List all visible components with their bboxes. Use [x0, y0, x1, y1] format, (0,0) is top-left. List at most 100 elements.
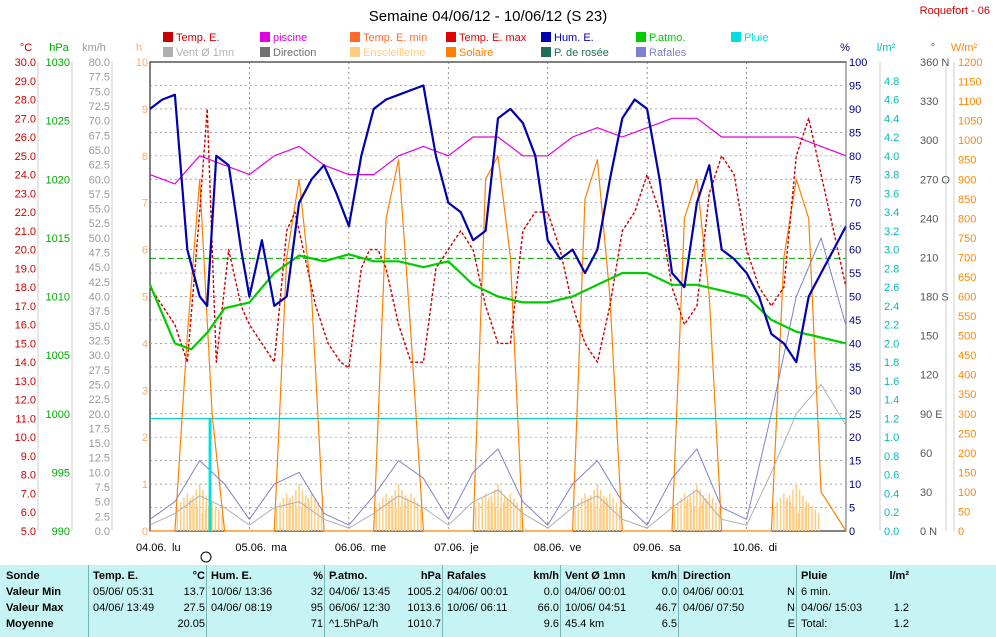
series-rafales: [149, 237, 847, 526]
wind-axis-unit: km/h: [82, 42, 106, 54]
solar-axis-tick: 1000: [958, 135, 982, 147]
sun-axis-tick: 9: [142, 104, 148, 116]
temp-axis-tick: 14.0: [15, 357, 36, 369]
solar-axis-tick: 50: [958, 506, 970, 518]
wind-axis-tick: 50.0: [89, 233, 110, 245]
summary-avg-label: Total:: [801, 618, 828, 630]
solar-axis-tick: 700: [958, 252, 976, 264]
day-name-label: ve: [570, 542, 582, 554]
wind-axis-tick: 30.0: [89, 350, 110, 362]
rain-axis-tick: 1.0: [884, 432, 899, 444]
solar-axis-tick: 900: [958, 174, 976, 186]
summary-separator: [206, 565, 207, 637]
legend-label: Temp. E. max: [459, 32, 527, 44]
press-axis-tick: 1020: [46, 174, 70, 186]
temp-axis-tick: 8.0: [21, 470, 36, 482]
hum-axis-tick: 90: [849, 104, 861, 116]
summary-min-time: 04/06/ 13:45: [329, 586, 391, 598]
temp-axis-tick: 30.0: [15, 57, 36, 69]
rain-axis-tick: 2.0: [884, 338, 899, 350]
wind-axis-tick: 27.5: [89, 365, 110, 377]
wind-axis-tick: 70.0: [89, 116, 110, 128]
hum-axis-tick: 20: [849, 432, 861, 444]
summary-min-value: 0.0: [543, 586, 559, 598]
wind-axis-tick: 5.0: [95, 497, 110, 509]
wind-axis-tick: 22.5: [89, 394, 110, 406]
legend-swatch: [731, 32, 741, 42]
legend-swatch: [260, 47, 270, 57]
hum-axis-unit: %: [840, 42, 850, 54]
rain-axis-tick: 4.2: [884, 132, 899, 144]
wind-axis-tick: 10.0: [89, 467, 110, 479]
rain-axis-tick: 4.4: [884, 113, 899, 125]
temp-axis-unit: °C: [20, 42, 32, 54]
wind-axis-tick: 0.0: [95, 526, 110, 538]
rain-axis-tick: 0.6: [884, 470, 899, 482]
summary-min-time: 05/06/ 05:31: [93, 586, 155, 598]
summary-max-time: 04/06/ 13:49: [93, 602, 155, 614]
summary-max-value: 27.5: [183, 602, 205, 614]
press-axis-tick: 1010: [46, 292, 70, 304]
temp-axis-tick: 21.0: [15, 226, 36, 238]
summary-avg-label: ^1.5hPa/h: [329, 618, 379, 630]
rain-axis-tick: 1.4: [884, 395, 899, 407]
series-hum-e-: [149, 84, 847, 364]
legend-label: Rafales: [649, 47, 687, 59]
legend-label: Pluie: [744, 32, 768, 44]
wind-axis-tick: 25.0: [89, 379, 110, 391]
hum-axis-tick: 85: [849, 127, 861, 139]
chart-grid: [149, 61, 847, 532]
summary-separator: [88, 565, 89, 637]
solar-axis-tick: 1200: [958, 57, 982, 69]
summary-min-time: 04/06/ 00:01: [565, 586, 627, 598]
legend-label: Temp. E.: [176, 32, 219, 44]
dir-axis-tick: 150: [920, 331, 938, 343]
summary-max-value: 66.0: [537, 602, 559, 614]
wind-axis-tick: 45.0: [89, 262, 110, 274]
solar-axis-tick: 800: [958, 213, 976, 225]
temp-axis-tick: 10.0: [15, 432, 36, 444]
time-marker-icon: [200, 551, 212, 563]
temp-axis-tick: 6.0: [21, 507, 36, 519]
dir-axis-tick: 300: [920, 135, 938, 147]
temp-axis-tick: 18.0: [15, 282, 36, 294]
sun-axis-tick: 10: [136, 57, 148, 69]
summary-avg-value: 71: [310, 618, 323, 630]
wind-axis-tick: 37.5: [89, 306, 110, 318]
wind-axis-tick: 17.5: [89, 423, 110, 435]
chart-title: Semaine 04/06/12 - 10/06/12 (S 23): [369, 8, 608, 25]
summary-avg-value: 1.2: [893, 618, 909, 630]
summary-max-value: 1013.6: [407, 602, 441, 614]
temp-axis-tick: 19.0: [15, 263, 36, 275]
temp-axis-tick: 29.0: [15, 76, 36, 88]
wind-axis-tick: 80.0: [89, 57, 110, 69]
summary-row-label: Moyenne: [6, 618, 54, 630]
temp-axis-tick: 17.0: [15, 301, 36, 313]
summary-block-unit: km/h: [651, 570, 677, 582]
summary-block-title: Pluie: [801, 570, 828, 582]
hum-axis-tick: 55: [849, 268, 861, 280]
summary-block-unit: km/h: [533, 570, 559, 582]
summary-min-time: 10/06/ 13:36: [211, 586, 273, 598]
dir-axis-tick: 0 N: [920, 526, 937, 538]
temp-axis-tick: 5.0: [21, 526, 36, 538]
legend-swatch: [541, 47, 551, 57]
wind-axis-tick: 57.5: [89, 189, 110, 201]
dir-axis-tick: 120: [920, 370, 938, 382]
wind-axis-tick: 62.5: [89, 160, 110, 172]
hum-axis-tick: 65: [849, 221, 861, 233]
sun-axis-tick: 8: [142, 151, 148, 163]
press-axis-tick: 990: [52, 526, 70, 538]
dir-axis-tick: 60: [920, 448, 932, 460]
day-date-label: 07.06.: [434, 542, 465, 554]
legend-swatch: [541, 32, 551, 42]
wind-axis-tick: 65.0: [89, 145, 110, 157]
rain-axis-tick: 0.8: [884, 451, 899, 463]
temp-axis-tick: 9.0: [21, 451, 36, 463]
temp-axis-tick: 26.0: [15, 132, 36, 144]
rain-axis-tick: 2.4: [884, 301, 899, 313]
solar-axis-tick: 850: [958, 194, 976, 206]
series-solaire: [150, 155, 847, 532]
summary-separator: [796, 565, 797, 637]
summary-max-time: 10/06/ 06:11: [447, 602, 508, 614]
